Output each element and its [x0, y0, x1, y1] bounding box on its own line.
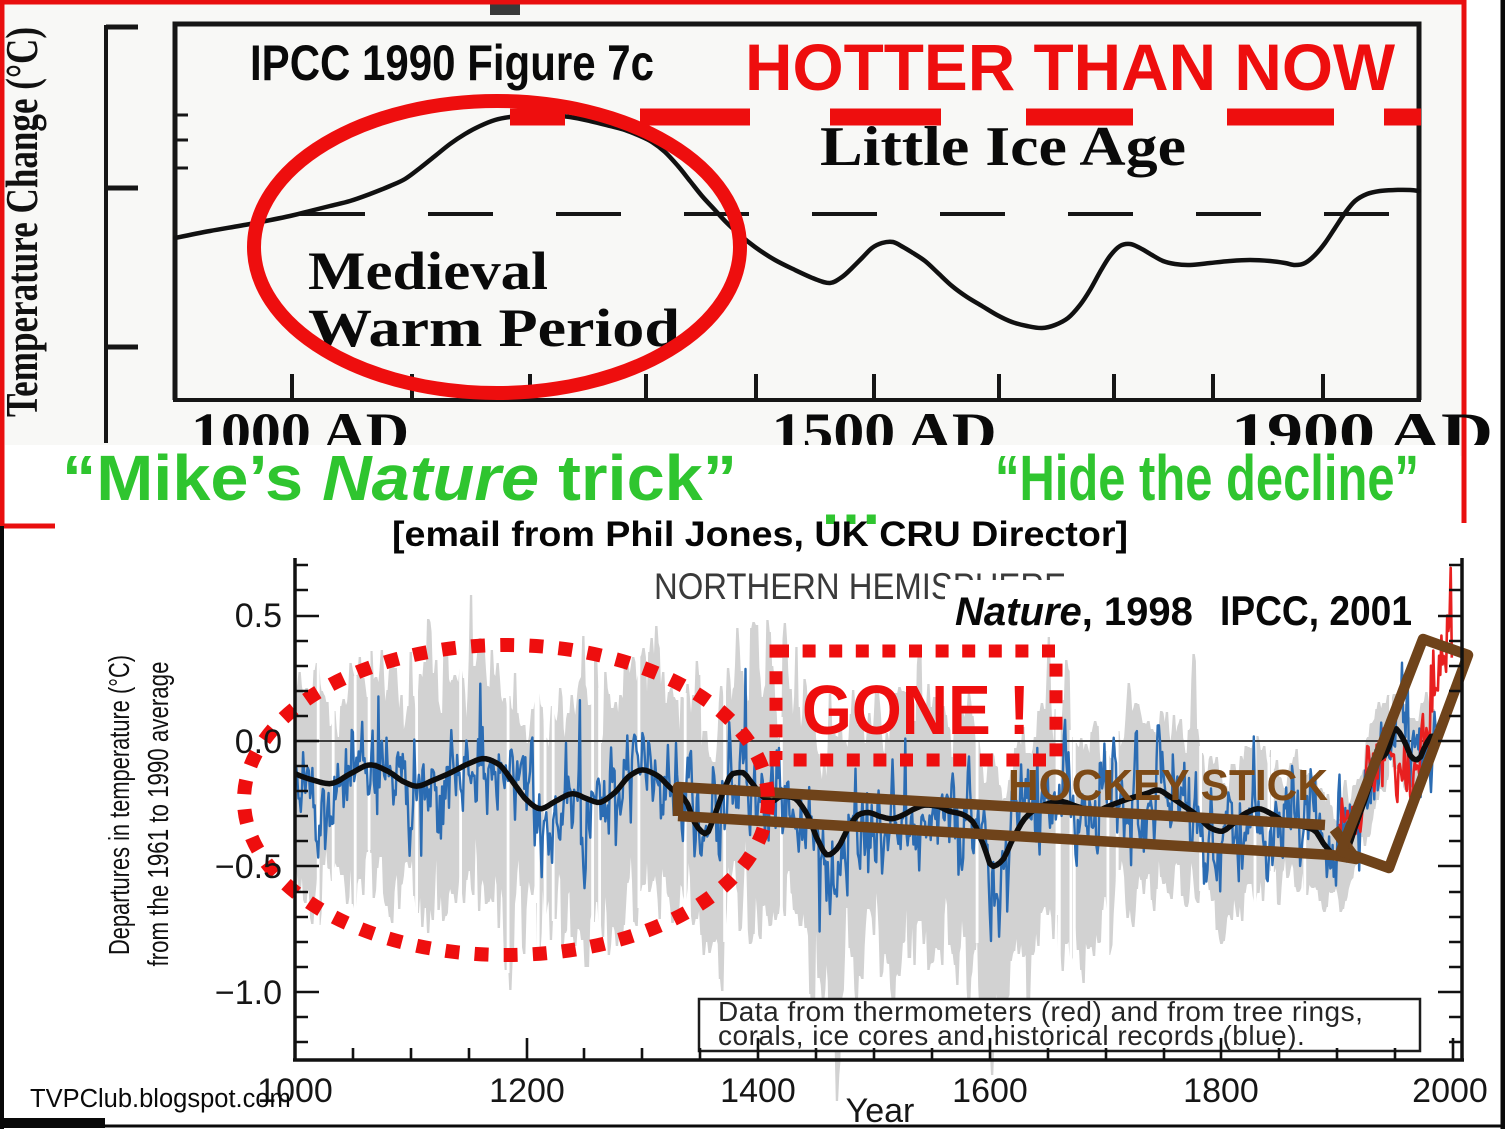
svg-text:Little Ice Age: Little Ice Age — [820, 116, 1186, 178]
svg-text:−0.5: −0.5 — [215, 848, 282, 886]
svg-text:HOCKEY STICK: HOCKEY STICK — [1008, 761, 1328, 810]
svg-text:HOTTER THAN NOW: HOTTER THAN NOW — [745, 30, 1396, 104]
svg-text:1500 AD: 1500 AD — [772, 402, 997, 462]
svg-text:Data from thermometers (red) a: Data from thermometers (red) and from tr… — [718, 996, 1363, 1027]
svg-text:GONE !: GONE ! — [802, 671, 1030, 749]
svg-text:Departures in temperature (°C): Departures in temperature (°C) — [104, 655, 136, 955]
svg-text:Nature, 1998: Nature, 1998 — [955, 590, 1193, 634]
svg-text:−1.0: −1.0 — [215, 974, 282, 1012]
svg-text:2000: 2000 — [1412, 1072, 1488, 1110]
svg-text:[email from Phil Jones, UK CRU: [email from Phil Jones, UK CRU Director] — [392, 515, 1128, 554]
svg-text:“Mike’s Nature trick”: “Mike’s Nature trick” — [62, 442, 737, 514]
svg-text:TVPClub.blogspot.com: TVPClub.blogspot.com — [30, 1085, 291, 1113]
svg-text:from the 1961 to 1990 average: from the 1961 to 1990 average — [143, 662, 175, 967]
svg-text:Year: Year — [846, 1092, 915, 1129]
svg-text:IPCC, 2001: IPCC, 2001 — [1220, 587, 1412, 634]
svg-text:1200: 1200 — [489, 1072, 565, 1110]
svg-text:1900 AD: 1900 AD — [1231, 402, 1493, 462]
svg-text:1000: 1000 — [257, 1072, 333, 1110]
svg-text:IPCC 1990 Figure 7c: IPCC 1990 Figure 7c — [250, 35, 654, 91]
svg-text:1400: 1400 — [720, 1072, 796, 1110]
svg-text:corals, ice cores and historic: corals, ice cores and historical records… — [718, 1020, 1305, 1051]
svg-text:Medieval: Medieval — [308, 241, 548, 301]
svg-text:“Hide the decline”: “Hide the decline” — [995, 442, 1419, 514]
svg-text:1000 AD: 1000 AD — [191, 402, 409, 462]
svg-text:0.0: 0.0 — [235, 723, 282, 761]
svg-text:Warm Period: Warm Period — [308, 298, 680, 358]
svg-text:…: … — [819, 466, 883, 538]
svg-text:Temperature Change (°C): Temperature Change (°C) — [0, 27, 47, 417]
svg-text:1600: 1600 — [952, 1072, 1028, 1110]
svg-text:1800: 1800 — [1183, 1072, 1259, 1110]
svg-text:0.5: 0.5 — [235, 597, 282, 635]
